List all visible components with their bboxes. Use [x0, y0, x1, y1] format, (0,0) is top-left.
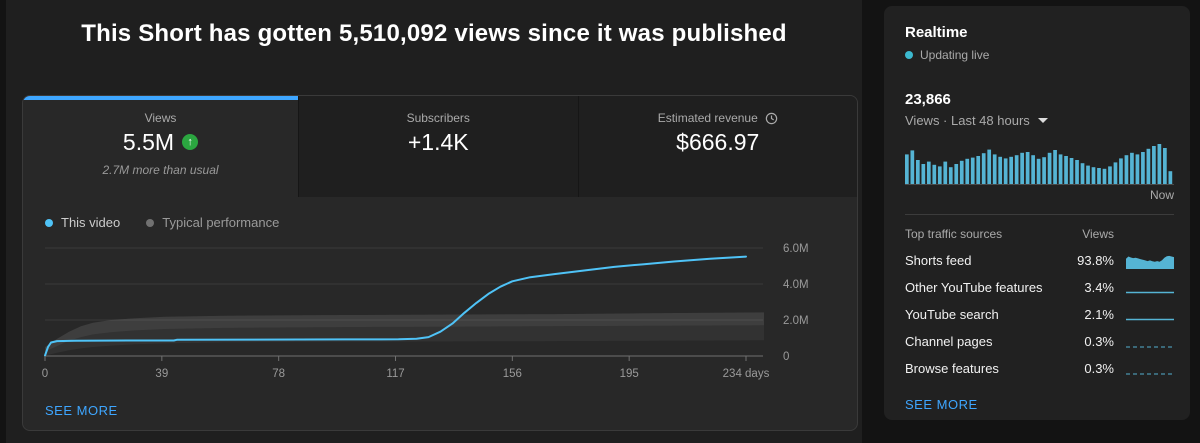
traffic-views-column-header: Views: [1082, 227, 1114, 241]
traffic-source-value: 0.3%: [1084, 361, 1114, 376]
tab-estimated-revenue[interactable]: Estimated revenue $666.97: [577, 96, 857, 197]
page-title: This Short has gotten 5,510,092 views si…: [81, 20, 787, 47]
svg-text:195: 195: [620, 368, 639, 380]
svg-text:4.0M: 4.0M: [783, 279, 809, 291]
traffic-row[interactable]: YouTube search 2.1%: [905, 307, 1174, 322]
svg-text:0: 0: [42, 368, 48, 380]
traffic-header-label: Top traffic sources: [905, 227, 1003, 241]
traffic-source-label: YouTube search: [905, 307, 999, 322]
traffic-sparkline-chart: [1126, 318, 1174, 320]
live-dot-icon: [905, 51, 913, 59]
now-label: Now: [1149, 188, 1174, 202]
metric-tabs: Views 5.5M 2.7M more than usual Subscrib…: [23, 96, 857, 197]
overview-card: Views 5.5M 2.7M more than usual Subscrib…: [22, 95, 858, 431]
legend-typical-performance-label: Typical performance: [162, 215, 280, 230]
divider: [905, 214, 1174, 215]
tab-subscribers[interactable]: Subscribers +1.4K: [298, 96, 578, 197]
legend-this-video-label: This video: [61, 215, 121, 230]
svg-text:6.0M: 6.0M: [783, 243, 809, 255]
legend-typical-performance: Typical performance: [146, 215, 279, 230]
realtime-title: Realtime: [905, 24, 968, 41]
traffic-source-value: 93.8%: [1077, 253, 1114, 268]
up-arrow-icon: [182, 134, 199, 150]
traffic-sparkline-chart: [1126, 291, 1174, 293]
traffic-source-label: Other YouTube features: [905, 280, 1043, 295]
analytics-section: This Short has gotten 5,510,092 views si…: [6, 0, 862, 443]
legend-this-video: This video: [45, 215, 120, 230]
tab-views[interactable]: Views 5.5M 2.7M more than usual: [23, 96, 298, 197]
see-more-link[interactable]: SEE MORE: [45, 403, 118, 418]
traffic-row[interactable]: Channel pages 0.3%: [905, 334, 1174, 349]
realtime-status: Updating live: [905, 48, 1174, 62]
tab-views-subtitle: 2.7M more than usual: [102, 163, 219, 177]
tab-revenue-value: $666.97: [676, 129, 760, 155]
svg-text:39: 39: [155, 368, 168, 380]
svg-text:234 days: 234 days: [723, 368, 770, 380]
svg-text:117: 117: [386, 368, 404, 380]
svg-text:2.0M: 2.0M: [783, 315, 809, 327]
realtime-bar-chart: [905, 144, 1174, 185]
tab-subscribers-label: Subscribers: [406, 111, 470, 125]
svg-text:0: 0: [783, 351, 789, 363]
tab-views-value: 5.5M: [122, 129, 175, 155]
tab-revenue-label: Estimated revenue: [657, 111, 758, 125]
traffic-row[interactable]: Other YouTube features 3.4%: [905, 280, 1174, 295]
traffic-sparkline-chart: [1126, 372, 1174, 375]
traffic-sparkline-chart: [1126, 255, 1174, 269]
typical-performance-dot-icon: [146, 218, 155, 227]
traffic-rows: Shorts feed 93.8% Other YouTube features 3.…: [905, 253, 1174, 376]
tab-subscribers-value: +1.4K: [407, 129, 469, 155]
realtime-period-selector[interactable]: Views · Last 48 hours: [905, 113, 1174, 128]
realtime-see-more-link[interactable]: SEE MORE: [905, 397, 978, 412]
traffic-source-value: 2.1%: [1084, 307, 1114, 322]
svg-text:156: 156: [503, 368, 522, 380]
traffic-source-value: 0.3%: [1084, 334, 1114, 349]
traffic-source-label: Channel pages: [905, 334, 993, 349]
tab-views-label: Views: [144, 111, 177, 125]
clock-icon: [765, 112, 778, 124]
svg-text:78: 78: [272, 368, 285, 380]
traffic-row[interactable]: Browse features 0.3%: [905, 361, 1174, 376]
realtime-period-label: Views · Last 48 hours: [905, 113, 1030, 128]
views-line-chart: 0 39 78 117 156 195 234 days 0 2.0M 4.0M 6.0M: [42, 243, 809, 380]
traffic-source-label: Shorts feed: [905, 253, 972, 268]
realtime-status-label: Updating live: [920, 48, 990, 62]
traffic-sparkline-chart: [1126, 345, 1174, 348]
this-video-dot-icon: [45, 218, 53, 227]
chevron-down-icon: [1037, 118, 1048, 123]
chart-legend: This video Typical performance: [45, 215, 279, 230]
traffic-source-value: 3.4%: [1084, 280, 1114, 295]
realtime-panel: Realtime Updating live 23,866 Views · La…: [884, 6, 1190, 420]
realtime-view-count: 23,866: [905, 91, 951, 108]
traffic-sources-header: Top traffic sources Views: [905, 227, 1174, 241]
traffic-source-label: Browse features: [905, 361, 999, 376]
traffic-row[interactable]: Shorts feed 93.8%: [905, 253, 1174, 269]
